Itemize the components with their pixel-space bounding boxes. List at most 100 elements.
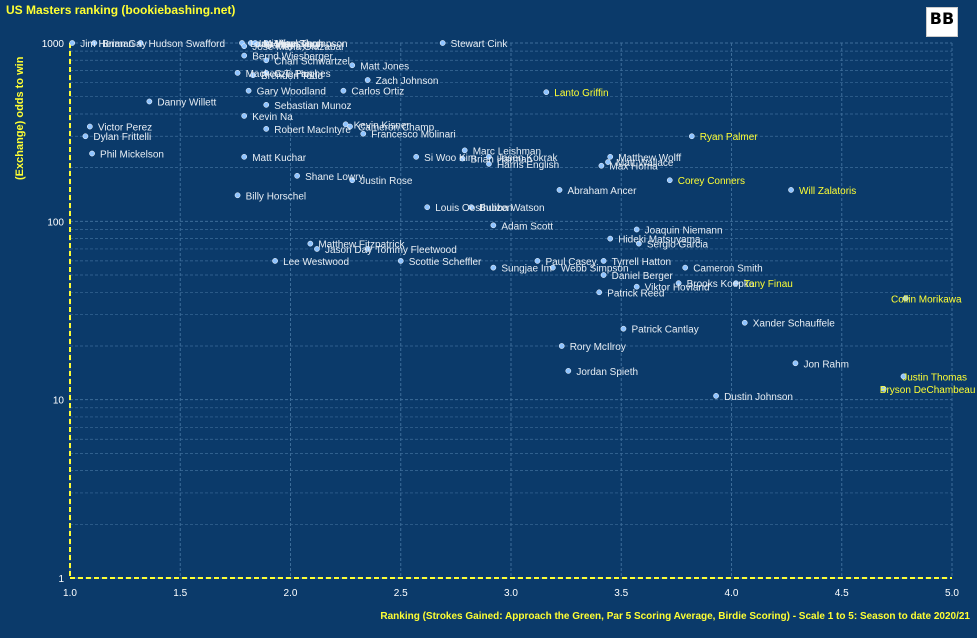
x-tick-label: 4.5 [835,588,849,599]
point-label: Ian Woosnam [259,39,321,50]
data-point [556,187,563,193]
point-label: Michael Thompson [263,39,347,50]
data-point [792,360,799,367]
data-point [600,272,607,278]
y-tick-label: 100 [47,217,64,228]
data-point [347,123,353,130]
point-label: Victor Perez [98,123,152,134]
point-label: Francesco Molinari [371,130,455,141]
point-label: Louis Oosthuizen [435,203,512,214]
point-label: Jordan Spieth [576,367,638,378]
data-point [360,130,367,137]
point-label: Bryson DeChambeau [880,385,976,396]
point-label: Jon Rahm [803,359,849,370]
x-tick-label: 2.5 [394,588,408,599]
point-label: Tommy Fleetwood [376,245,457,256]
data-point [424,204,431,211]
data-point [713,393,719,399]
data-point [596,289,603,296]
point-label: Matt Wallace [616,158,674,169]
y-axis-label: (Exchange) odds to win [14,56,26,180]
data-point [486,161,492,167]
y-tick-label: 1 [58,574,64,585]
x-tick-label: 4.0 [725,588,739,599]
data-point [241,52,248,59]
point-label: Charl Schwartzel [274,56,350,67]
point-label: Sergio Garcia [647,240,709,251]
data-point [633,226,640,233]
point-label: Viktor Hovland [645,283,710,294]
point-label: Phil Mickelson [100,150,164,161]
data-point [69,40,76,46]
data-point [598,162,605,169]
data-point [413,153,420,160]
data-point [364,246,371,252]
point-label: Hudson Swafford [149,39,226,50]
data-point [82,133,89,140]
data-point [263,101,270,108]
data-point [340,87,347,94]
bookiebashing-logo: BB [926,7,958,37]
axis-layer: 1.0 1.5 2.0 2.5 3.0 3.5 4.0 4.5 5.0 1 10 100 1000 [42,39,960,599]
point-label: Hideki Matsuyama [618,235,701,246]
point-label: Danny Willett [157,97,216,108]
point-label: Joaquin Niemann [645,225,723,236]
point-label: Sungjae Im [501,264,552,275]
point-label: Brendon Todd [261,71,323,82]
data-point [880,385,887,392]
data-point [254,41,261,48]
point-label: Matt Jones [360,61,409,72]
data-point [364,77,371,83]
x-tick-label: 3.5 [614,588,628,599]
point-label: Matthew Wolff [618,153,681,164]
point-label: Marc Leishman [473,146,541,157]
data-point [263,70,270,76]
y-tick-label: 10 [53,396,65,407]
data-point [534,258,541,264]
point-label: Brooks Koepka [687,279,755,290]
data-point [241,113,248,119]
y-tick-label: 1000 [42,39,65,50]
data-point [294,172,300,179]
data-point [675,280,682,287]
point-label: Harris English [497,160,559,171]
data-point [245,87,252,94]
data-point [490,264,497,271]
data-point [342,121,349,128]
x-tick-label: 5.0 [945,588,959,599]
data-point [234,70,241,76]
data-point [688,133,695,140]
point-label: Max Homa [609,162,658,173]
data-point [146,98,153,105]
data-point [666,177,673,184]
data-point [91,40,98,46]
point-label: Brian Gay [102,39,146,50]
point-label: Stewart Cink [451,39,509,50]
data-point [349,62,356,69]
point-label: Brian Harman [470,155,532,166]
data-point [741,319,748,326]
point-label: Adam Scott [501,221,553,232]
data-point [241,153,248,160]
data-point [461,147,468,154]
data-point [605,159,611,165]
data-point [486,153,492,160]
point-label: Daniel Berger [612,271,674,282]
point-label: Sebastian Munoz [274,101,351,112]
point-label: Carlos Ortiz [351,87,404,98]
data-point [682,264,689,271]
x-tick-label: 1.0 [63,588,77,599]
data-point [314,246,320,252]
point-label: Matthew Fitzpatrick [318,240,405,251]
x-axis-label: Ranking (Strokes Gained: Approach the Gr… [380,611,970,622]
point-label: Jim Herman [80,39,134,50]
point-label: Dylan Frittelli [93,132,151,143]
point-label: Jason Day [325,245,372,256]
data-point [733,280,739,287]
data-point [543,89,550,96]
point-label: Lee Westwood [283,257,349,268]
data-point [241,43,248,50]
point-label: Jose Maria Olazabal [252,42,343,53]
